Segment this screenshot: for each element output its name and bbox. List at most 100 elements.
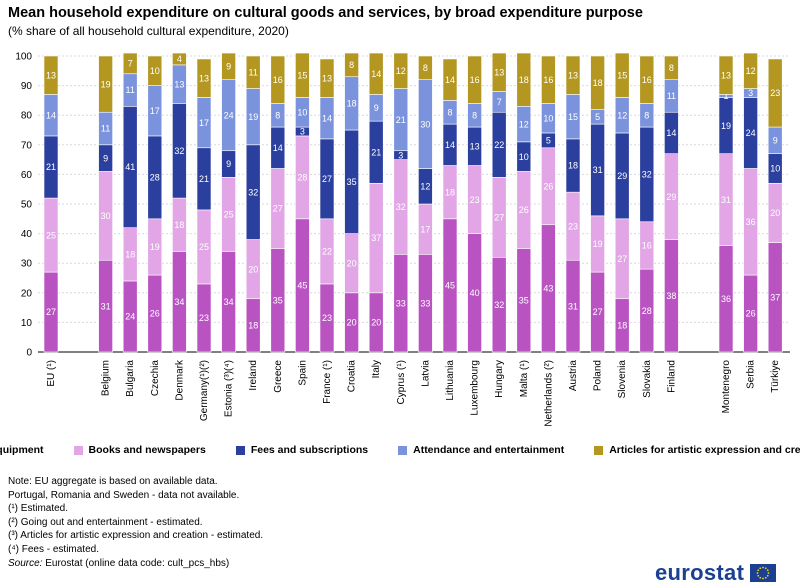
data-label: 38 — [666, 291, 676, 301]
data-label: 3 — [398, 150, 403, 160]
x-tick-label: Belgium — [101, 360, 112, 396]
data-label: 26 — [746, 309, 756, 319]
flag-star — [767, 572, 770, 574]
bar-segment — [245, 55, 261, 89]
x-tick-label: Slovenia — [617, 360, 628, 399]
data-label: 18 — [593, 78, 603, 88]
bar-segment — [221, 52, 236, 80]
data-label: 19 — [593, 239, 603, 249]
legend-label: Books and newspapers — [88, 444, 206, 456]
data-label: 24 — [746, 128, 756, 138]
data-label: 18 — [248, 321, 258, 331]
x-tick-label: Latvia — [420, 360, 431, 387]
data-label: 10 — [297, 107, 307, 117]
x-tick-label: Greece — [273, 360, 284, 393]
data-label: 26 — [150, 309, 160, 319]
data-label: 10 — [150, 66, 160, 76]
x-tick-label: Spain — [297, 360, 308, 386]
data-label: 45 — [297, 281, 307, 291]
data-label: 20 — [770, 208, 780, 218]
data-label: 18 — [519, 75, 529, 85]
data-label: 13 — [199, 73, 209, 83]
data-label: 13 — [568, 70, 578, 80]
x-tick-label: Montenegro — [721, 360, 732, 414]
x-tick-label: EU (¹) — [46, 360, 57, 387]
data-label: 29 — [666, 192, 676, 202]
x-tick-label: Denmark — [174, 359, 185, 401]
data-label: 9 — [773, 136, 778, 146]
data-label: 23 — [322, 313, 332, 323]
data-label: 27 — [322, 174, 332, 184]
data-label: 20 — [347, 318, 357, 328]
x-tick-label: Bulgaria — [125, 360, 136, 397]
data-label: 45 — [445, 281, 455, 291]
data-label: 9 — [226, 62, 231, 72]
data-label: 19 — [150, 242, 160, 252]
x-tick-label: Ireland — [248, 360, 259, 391]
chart-subtitle: (% share of all household cultural expen… — [8, 24, 289, 38]
data-label: 7 — [128, 59, 133, 69]
data-label: 4 — [177, 54, 182, 64]
data-label: 15 — [617, 70, 627, 80]
legend-item: Articles for artistic expression and cre… — [594, 444, 800, 456]
bar-segment — [147, 55, 163, 86]
data-label: 28 — [642, 306, 652, 316]
data-label: 9 — [103, 153, 108, 163]
legend-swatch — [73, 445, 83, 455]
bar-segment — [295, 52, 310, 98]
data-label: 1 — [723, 91, 728, 101]
data-label: 13 — [46, 70, 56, 80]
note-line: (³) Articles for artistic expression and… — [8, 530, 264, 542]
data-label: 31 — [593, 165, 603, 175]
x-tick-label: Malta (¹) — [519, 360, 530, 397]
bar-segment — [664, 55, 679, 80]
flag-star — [765, 567, 767, 570]
data-label: 12 — [519, 119, 529, 129]
legend-swatch — [594, 445, 604, 455]
data-label: 14 — [371, 69, 381, 79]
data-label: 27 — [494, 213, 504, 223]
legend-label: Attendance and entertainment — [413, 444, 565, 456]
data-label: 5 — [546, 136, 551, 146]
legend-swatch — [235, 445, 245, 455]
legend-label: Equipment — [0, 444, 44, 456]
data-label: 14 — [445, 140, 455, 150]
y-tick-label: 0 — [26, 348, 32, 359]
data-label: 33 — [396, 298, 406, 308]
data-label: 13 — [721, 70, 731, 80]
note-line: (²) Going out and entertainment - estima… — [8, 516, 203, 528]
data-label: 18 — [125, 250, 135, 260]
data-label: 16 — [470, 75, 480, 85]
data-label: 32 — [396, 202, 406, 212]
data-label: 27 — [273, 204, 283, 214]
bar-segment — [368, 52, 384, 95]
data-label: 37 — [770, 292, 780, 302]
data-label: 33 — [420, 298, 430, 308]
data-label: 5 — [595, 112, 600, 122]
x-tick-label: France (¹) — [322, 360, 333, 404]
x-tick-label: Cyprus (¹) — [396, 360, 407, 404]
bar-segment — [393, 52, 409, 89]
data-label: 21 — [371, 147, 381, 157]
data-label: 11 — [101, 124, 110, 134]
note-line: (⁴) Fees - estimated. — [8, 543, 99, 555]
data-label: 23 — [770, 88, 780, 98]
data-label: 8 — [275, 110, 280, 120]
data-label: 36 — [721, 294, 731, 304]
data-label: 25 — [46, 230, 56, 240]
x-tick-label: Poland — [593, 360, 604, 391]
data-label: 9 — [226, 159, 231, 169]
data-label: 13 — [322, 73, 332, 83]
legend-item: Fees and subscriptions — [235, 444, 369, 456]
data-label: 20 — [248, 264, 258, 274]
flag-star — [759, 567, 762, 570]
data-label: 34 — [174, 297, 184, 307]
legend-label: Fees and subscriptions — [250, 444, 369, 456]
data-label: 18 — [617, 321, 627, 331]
note-line: (¹) Estimated. — [8, 503, 69, 515]
flag-star — [762, 577, 765, 580]
data-label: 35 — [273, 295, 283, 305]
bar-segment — [614, 52, 630, 98]
x-tick-label: Luxembourg — [470, 360, 481, 416]
data-label: 40 — [470, 288, 480, 298]
